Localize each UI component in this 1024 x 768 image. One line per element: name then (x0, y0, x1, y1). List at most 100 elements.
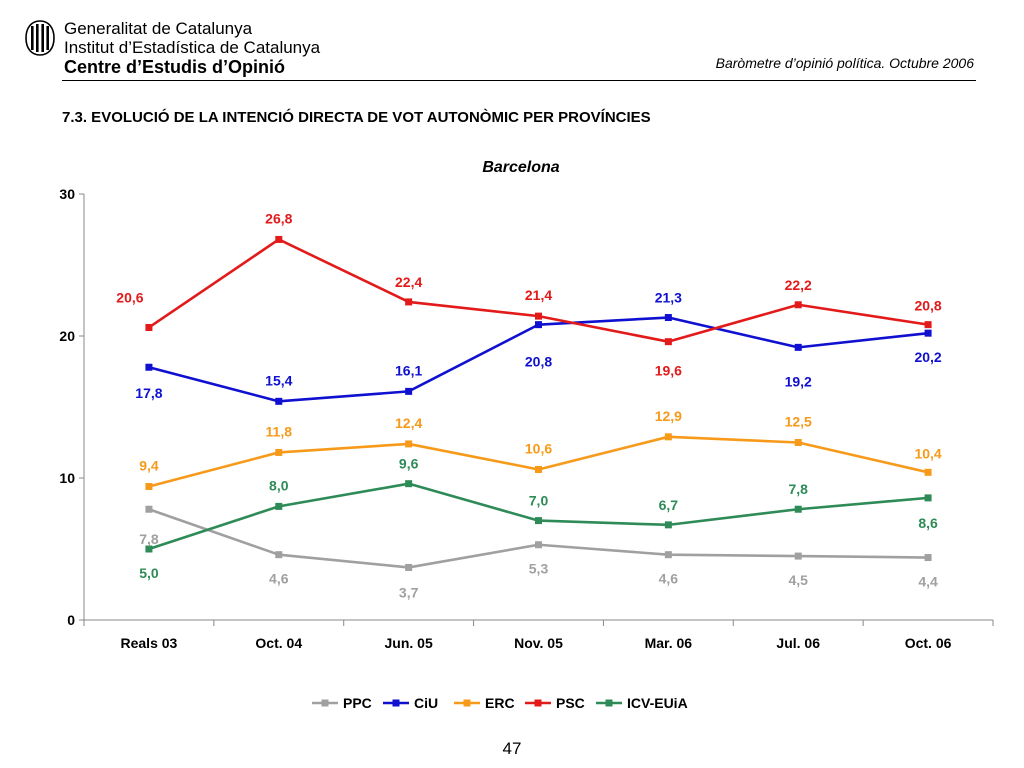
legend-label: ICV-EUiA (627, 695, 688, 711)
data-label-erc: 12,9 (655, 408, 682, 424)
data-point-ciu (664, 314, 672, 322)
section-title: 7.3. EVOLUCIÓ DE LA INTENCIÓ DIRECTA DE … (62, 109, 651, 126)
legend-item-icv-euia: ICV-EUiA (596, 695, 688, 711)
data-label-icv-euia: 6,7 (659, 497, 679, 513)
y-tick-label: 30 (59, 186, 75, 202)
generalitat-logo-icon (25, 20, 55, 56)
chart-legend: PPC CiU ERC PSC ICV-EUiA (312, 695, 688, 711)
x-tick-label: Oct. 04 (255, 635, 302, 651)
chart-series (145, 235, 932, 571)
data-point-psc (664, 338, 672, 346)
data-label-icv-euia: 5,0 (139, 565, 159, 581)
data-point-erc (664, 433, 672, 441)
data-point-erc (535, 465, 542, 473)
data-point-ppc (535, 541, 542, 549)
data-label-erc: 10,4 (914, 445, 941, 461)
header-divider (62, 80, 976, 81)
legend-item-psc: PSC (525, 695, 585, 711)
legend-label: ERC (485, 695, 515, 711)
data-label-psc: 22,4 (395, 274, 422, 290)
data-point-erc (924, 468, 932, 476)
data-label-icv-euia: 9,6 (399, 456, 419, 472)
legend-item-ppc: PPC (312, 695, 372, 711)
x-tick-label: Nov. 05 (514, 635, 563, 651)
legend-swatch-marker (392, 699, 400, 707)
data-label-ppc: 3,7 (399, 584, 419, 600)
page-number: 47 (502, 739, 522, 758)
data-point-psc (535, 312, 542, 320)
data-label-ppc: 4,5 (788, 572, 808, 588)
y-tick-label: 0 (67, 612, 75, 628)
chart-data-labels: 7,8 4,6 3,7 5,3 4,6 4,5 4,4 17,8 15,4 16,1 20,8 21,… (116, 210, 942, 600)
data-label-icv-euia: 7,0 (529, 493, 549, 509)
org-name-ceo: Centre d’Estudis d’Opinió (64, 57, 286, 77)
legend-swatch-marker (534, 699, 542, 707)
data-point-ciu (275, 397, 283, 405)
data-point-erc (794, 439, 802, 446)
data-point-ciu (145, 363, 153, 371)
legend-item-erc: ERC (454, 695, 515, 711)
data-point-erc (145, 483, 153, 491)
chart-axes: 0 10 20 30 Reals 03 Oct. 04 Jun. 05 Nov. 05 Mar.… (59, 186, 994, 651)
x-tick-label: Mar. 06 (645, 635, 693, 651)
data-point-erc (405, 440, 413, 448)
data-label-psc: 22,2 (785, 277, 812, 293)
data-label-erc: 9,4 (139, 458, 159, 474)
org-name-idescat: Institut d’Estadística de Catalunya (64, 38, 321, 57)
x-tick-label: Jul. 06 (776, 635, 820, 651)
data-point-icv-euia (405, 480, 413, 488)
data-label-ciu: 21,3 (655, 290, 682, 306)
data-label-icv-euia: 8,0 (269, 477, 289, 493)
data-point-ppc (924, 554, 932, 562)
data-point-icv-euia (275, 502, 283, 510)
legend-item-ciu: CiU (383, 695, 438, 711)
data-point-icv-euia (145, 545, 153, 553)
x-tick-label: Oct. 06 (905, 635, 952, 651)
data-label-ciu: 20,8 (525, 354, 552, 370)
data-label-erc: 11,8 (266, 423, 293, 439)
y-tick-label: 20 (59, 328, 75, 344)
data-label-erc: 12,4 (395, 415, 422, 431)
data-point-icv-euia (924, 494, 932, 502)
data-point-ciu (794, 343, 802, 351)
legend-swatch-marker (463, 699, 471, 707)
data-label-erc: 10,6 (525, 440, 552, 456)
data-point-icv-euia (535, 517, 542, 525)
legend-label: PPC (343, 695, 372, 711)
data-point-ppc (405, 563, 413, 571)
legend-swatch-marker (321, 699, 329, 707)
data-label-psc: 19,6 (655, 363, 682, 379)
data-label-ppc: 7,8 (139, 531, 159, 547)
data-label-ppc: 4,6 (269, 571, 289, 587)
data-label-ciu: 16,1 (395, 362, 422, 378)
data-point-erc (275, 448, 283, 456)
data-label-erc: 12,5 (785, 414, 812, 430)
data-point-icv-euia (794, 505, 802, 513)
org-name-generalitat: Generalitat de Catalunya (64, 19, 253, 38)
data-label-ppc: 5,3 (529, 561, 549, 577)
data-point-psc (275, 235, 283, 243)
data-point-ppc (664, 551, 672, 559)
organization-header: Generalitat de Catalunya Institut d’Esta… (24, 16, 324, 78)
data-point-ciu (405, 387, 413, 395)
data-point-ppc (794, 552, 802, 560)
data-label-ciu: 17,8 (135, 385, 162, 401)
report-title: Baròmetre d’opinió política. Octubre 200… (715, 55, 974, 71)
legend-label: PSC (556, 695, 585, 711)
data-point-icv-euia (664, 521, 672, 529)
y-tick-label: 10 (59, 470, 75, 486)
data-label-psc: 21,4 (525, 287, 552, 303)
data-label-psc: 20,6 (116, 289, 143, 305)
x-tick-label: Reals 03 (121, 635, 178, 651)
data-label-ppc: 4,4 (918, 574, 938, 590)
data-point-psc (924, 321, 932, 329)
x-tick-label: Jun. 05 (385, 635, 433, 651)
data-label-psc: 26,8 (265, 210, 292, 226)
data-label-ppc: 4,6 (659, 571, 679, 587)
data-point-ciu (535, 321, 542, 329)
data-point-psc (405, 298, 413, 306)
data-point-psc (145, 323, 153, 331)
data-label-ciu: 15,4 (265, 372, 292, 388)
data-point-ppc (275, 551, 283, 559)
